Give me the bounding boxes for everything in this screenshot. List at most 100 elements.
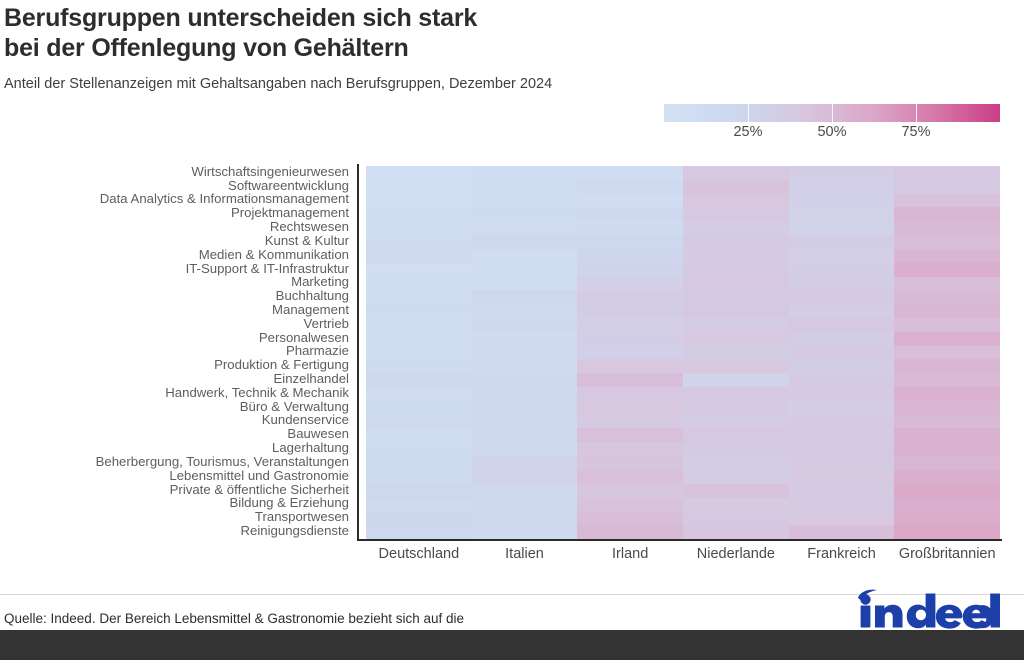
heatmap-cell[interactable]	[788, 483, 895, 498]
heatmap-cell[interactable]	[577, 179, 684, 194]
heatmap-cell[interactable]	[366, 359, 472, 374]
heatmap-cell[interactable]	[471, 304, 578, 318]
heatmap-cell[interactable]	[366, 317, 472, 332]
heatmap-cell[interactable]	[788, 262, 895, 277]
heatmap-cell[interactable]	[471, 525, 578, 539]
heatmap-cell[interactable]	[788, 511, 895, 526]
heatmap-cell[interactable]	[577, 442, 684, 457]
heatmap-cell[interactable]	[894, 304, 1001, 318]
heatmap-cell[interactable]	[577, 235, 684, 249]
heatmap-cell[interactable]	[471, 207, 578, 222]
heatmap-cell[interactable]	[366, 179, 472, 194]
heatmap-cell[interactable]	[894, 207, 1001, 222]
heatmap-cell[interactable]	[894, 525, 1001, 539]
heatmap-cell[interactable]	[788, 428, 895, 443]
heatmap-cell[interactable]	[366, 387, 472, 401]
heatmap-cell[interactable]	[577, 456, 684, 470]
heatmap-cell[interactable]	[577, 290, 684, 305]
heatmap-cell[interactable]	[366, 331, 472, 346]
heatmap-cell[interactable]	[577, 511, 684, 526]
heatmap-cell[interactable]	[894, 442, 1001, 457]
heatmap-cell[interactable]	[366, 483, 472, 498]
heatmap-cell[interactable]	[577, 317, 684, 332]
heatmap-cell[interactable]	[471, 359, 578, 374]
heatmap-cell[interactable]	[788, 290, 895, 305]
heatmap-cell[interactable]	[788, 248, 895, 263]
heatmap-cell[interactable]	[471, 221, 578, 236]
heatmap-cell[interactable]	[788, 331, 895, 346]
heatmap-cell[interactable]	[471, 373, 578, 387]
heatmap-cell[interactable]	[683, 221, 789, 236]
heatmap-cell[interactable]	[366, 428, 472, 443]
heatmap-cell[interactable]	[366, 262, 472, 277]
heatmap-cell[interactable]	[788, 345, 895, 360]
heatmap-cell[interactable]	[471, 400, 578, 415]
heatmap-cell[interactable]	[366, 414, 472, 429]
heatmap-cell[interactable]	[683, 414, 789, 429]
heatmap-cell[interactable]	[577, 262, 684, 277]
heatmap-cell[interactable]	[577, 331, 684, 346]
heatmap-cell[interactable]	[577, 166, 684, 180]
heatmap-cell[interactable]	[788, 304, 895, 318]
heatmap-cell[interactable]	[683, 345, 789, 360]
heatmap-cell[interactable]	[471, 497, 578, 512]
heatmap-cell[interactable]	[366, 345, 472, 360]
heatmap-cell[interactable]	[471, 262, 578, 277]
heatmap-cell[interactable]	[577, 428, 684, 443]
heatmap-cell[interactable]	[683, 331, 789, 346]
heatmap-cell[interactable]	[577, 497, 684, 512]
heatmap-cell[interactable]	[788, 179, 895, 194]
heatmap-cell[interactable]	[683, 276, 789, 291]
heatmap-cell[interactable]	[894, 221, 1001, 236]
heatmap-cell[interactable]	[366, 497, 472, 512]
heatmap-cell[interactable]	[894, 276, 1001, 291]
heatmap-cell[interactable]	[788, 525, 895, 539]
heatmap-cell[interactable]	[894, 166, 1001, 180]
heatmap-cell[interactable]	[471, 483, 578, 498]
heatmap-cell[interactable]	[683, 290, 789, 305]
heatmap-cell[interactable]	[683, 428, 789, 443]
heatmap-cell[interactable]	[471, 428, 578, 443]
heatmap-cell[interactable]	[788, 359, 895, 374]
heatmap-cell[interactable]	[471, 456, 578, 470]
heatmap-cell[interactable]	[471, 387, 578, 401]
heatmap-cell[interactable]	[471, 276, 578, 291]
heatmap-cell[interactable]	[366, 456, 472, 470]
heatmap-cell[interactable]	[788, 442, 895, 457]
heatmap-cell[interactable]	[577, 221, 684, 236]
heatmap-cell[interactable]	[788, 317, 895, 332]
heatmap-cell[interactable]	[471, 193, 578, 208]
heatmap-cell[interactable]	[471, 442, 578, 457]
heatmap-cell[interactable]	[894, 262, 1001, 277]
heatmap-cell[interactable]	[471, 166, 578, 180]
heatmap-cell[interactable]	[471, 331, 578, 346]
heatmap-cell[interactable]	[683, 193, 789, 208]
heatmap-cell[interactable]	[471, 248, 578, 263]
heatmap-cell[interactable]	[683, 387, 789, 401]
heatmap-cell[interactable]	[366, 248, 472, 263]
heatmap-cell[interactable]	[577, 469, 684, 484]
heatmap-cell[interactable]	[683, 456, 789, 470]
heatmap-cell[interactable]	[366, 400, 472, 415]
heatmap-cell[interactable]	[894, 317, 1001, 332]
heatmap-cell[interactable]	[577, 248, 684, 263]
heatmap-cell[interactable]	[577, 387, 684, 401]
heatmap-cell[interactable]	[894, 290, 1001, 305]
heatmap-cell[interactable]	[788, 387, 895, 401]
heatmap-cell[interactable]	[788, 166, 895, 180]
heatmap-cell[interactable]	[471, 469, 578, 484]
heatmap-cell[interactable]	[683, 304, 789, 318]
heatmap-cell[interactable]	[683, 207, 789, 222]
heatmap-cell[interactable]	[894, 179, 1001, 194]
heatmap-cell[interactable]	[471, 317, 578, 332]
heatmap-cell[interactable]	[894, 359, 1001, 374]
heatmap-cell[interactable]	[577, 193, 684, 208]
heatmap-cell[interactable]	[894, 497, 1001, 512]
heatmap-cell[interactable]	[366, 207, 472, 222]
heatmap-cell[interactable]	[683, 400, 789, 415]
heatmap-cell[interactable]	[366, 193, 472, 208]
heatmap-cell[interactable]	[894, 456, 1001, 470]
heatmap-cell[interactable]	[788, 400, 895, 415]
heatmap-cell[interactable]	[366, 221, 472, 236]
heatmap-cell[interactable]	[788, 276, 895, 291]
